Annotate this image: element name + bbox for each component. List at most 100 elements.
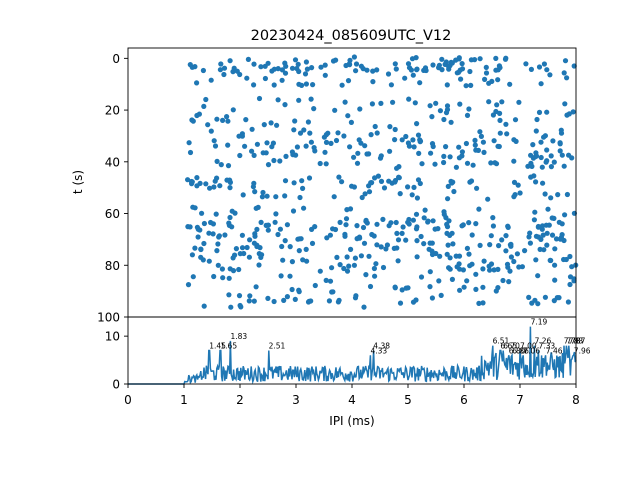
scatter-point <box>549 215 555 221</box>
scatter-point <box>383 246 389 252</box>
peak-labels: 1.451.651.83 2.51 4.334.38 6.516.656.706.80… <box>209 318 591 356</box>
x-tick-label: 8 <box>572 393 580 407</box>
scatter-point <box>371 265 377 272</box>
scatter-point <box>468 178 475 184</box>
scatter-point <box>564 191 571 198</box>
scatter-point <box>337 262 343 268</box>
scatter-point <box>372 123 378 130</box>
scatter-point <box>443 110 450 116</box>
scatter-point <box>362 143 368 149</box>
y-tick-label: 40 <box>105 155 120 169</box>
scatter-point <box>535 273 541 279</box>
scatter-point <box>378 100 384 106</box>
scatter-point <box>251 152 257 158</box>
scatter-point <box>414 67 420 73</box>
scatter-point <box>499 237 505 243</box>
scatter-point <box>264 140 270 146</box>
scatter-point <box>281 297 287 303</box>
scatter-point <box>532 297 538 303</box>
scatter-point <box>411 144 417 150</box>
scatter-point <box>378 244 384 250</box>
scatter-point <box>247 237 253 243</box>
scatter-point <box>547 257 553 263</box>
scatter-point <box>215 241 221 247</box>
scatter-point <box>306 175 313 181</box>
scatter-point <box>539 164 545 170</box>
scatter-point <box>458 76 464 82</box>
scatter-point <box>199 210 205 216</box>
x-tick-label: 6 <box>460 393 468 407</box>
scatter-point <box>533 128 539 134</box>
scatter-point <box>483 64 489 70</box>
scatter-point <box>472 142 478 148</box>
scatter-point <box>453 164 459 170</box>
scatter-point <box>530 142 536 148</box>
scatter-point <box>405 285 411 291</box>
scatter-point <box>480 266 486 272</box>
scatter-point <box>255 204 261 210</box>
scatter-point <box>328 140 334 146</box>
scatter-point <box>481 149 487 155</box>
scatter-point <box>441 116 447 123</box>
scatter-point <box>322 149 328 155</box>
scatter-point <box>212 143 219 149</box>
scatter-point <box>257 245 263 251</box>
scatter-point <box>410 137 416 143</box>
scatter-point <box>220 117 226 123</box>
scatter-point <box>526 294 532 300</box>
scatter-point <box>441 153 447 159</box>
scatter-point <box>459 223 465 229</box>
scatter-point <box>562 58 569 64</box>
scatter-point <box>449 180 455 186</box>
scatter-point <box>358 253 364 259</box>
scatter-point <box>278 273 284 279</box>
scatter-point <box>445 242 451 248</box>
scatter-point <box>544 147 550 153</box>
scatter-point <box>444 103 451 109</box>
scatter-point <box>447 255 453 261</box>
scatter-point <box>539 223 546 229</box>
scatter-point <box>366 189 373 195</box>
scatter-point <box>467 68 473 75</box>
scatter-point <box>441 209 447 215</box>
scatter-point <box>289 259 295 265</box>
scatter-point <box>511 179 518 185</box>
scatter-point <box>392 137 398 143</box>
scatter-point <box>392 126 398 133</box>
scatter-point <box>283 153 289 159</box>
scatter-point <box>400 224 406 230</box>
scatter-point <box>345 113 351 119</box>
scatter-point <box>570 109 576 115</box>
scatter-point <box>318 64 324 70</box>
scatter-point <box>415 132 422 138</box>
scatter-point <box>251 61 257 67</box>
scatter-point <box>447 63 453 69</box>
scatter-point <box>538 139 544 145</box>
scatter-point <box>394 165 400 171</box>
scatter-point <box>406 96 412 102</box>
scatter-point <box>500 277 506 284</box>
scatter-point <box>254 141 260 147</box>
scatter-point <box>258 64 264 70</box>
scatter-point <box>284 222 290 228</box>
scatter-point <box>243 117 249 123</box>
scatter-point <box>187 62 193 68</box>
peak-label: 2.51 <box>269 342 286 351</box>
scatter-point <box>374 130 380 136</box>
scatter-point <box>475 147 481 153</box>
scatter-point <box>343 216 350 222</box>
scatter-point <box>324 235 330 241</box>
peak-label: 7.06 <box>523 346 540 355</box>
scatter-point <box>366 253 372 259</box>
scatter-point <box>185 282 192 288</box>
scatter-point <box>374 67 380 73</box>
scatter-point <box>384 242 390 248</box>
scatter-point <box>218 162 224 168</box>
scatter-point <box>426 246 432 252</box>
scatter-point <box>335 130 341 136</box>
scatter-point <box>342 99 348 105</box>
scatter-point <box>473 286 479 292</box>
scatter-point <box>456 261 462 267</box>
scatter-point <box>226 220 232 226</box>
scatter-point <box>237 152 243 159</box>
